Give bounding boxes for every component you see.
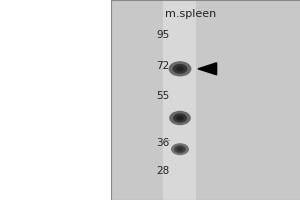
Polygon shape — [198, 63, 217, 75]
Ellipse shape — [176, 66, 184, 71]
Ellipse shape — [171, 143, 189, 155]
Ellipse shape — [176, 115, 184, 121]
Text: 55: 55 — [156, 91, 170, 101]
Ellipse shape — [169, 111, 191, 125]
Bar — [111, 0, 300, 200]
Text: 28: 28 — [156, 166, 170, 176]
Text: 95: 95 — [156, 30, 170, 40]
Text: 72: 72 — [156, 61, 170, 71]
Ellipse shape — [174, 145, 186, 153]
Bar — [164, 0, 196, 200]
Ellipse shape — [172, 64, 188, 74]
Ellipse shape — [173, 113, 187, 123]
Text: 36: 36 — [156, 138, 170, 148]
Ellipse shape — [177, 147, 183, 151]
Ellipse shape — [169, 61, 191, 76]
Text: m.spleen: m.spleen — [165, 9, 216, 19]
